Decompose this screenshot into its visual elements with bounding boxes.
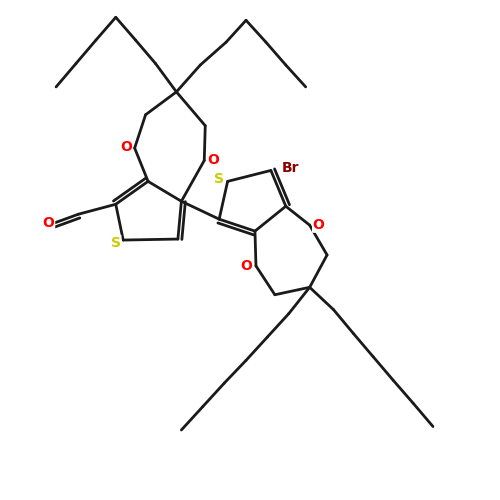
Text: O: O xyxy=(312,218,324,232)
Text: O: O xyxy=(208,152,219,166)
Text: O: O xyxy=(120,140,132,154)
Text: Br: Br xyxy=(282,161,300,175)
Text: O: O xyxy=(42,216,54,230)
Text: S: S xyxy=(111,236,121,250)
Text: S: S xyxy=(214,172,224,186)
Text: O: O xyxy=(240,259,252,273)
